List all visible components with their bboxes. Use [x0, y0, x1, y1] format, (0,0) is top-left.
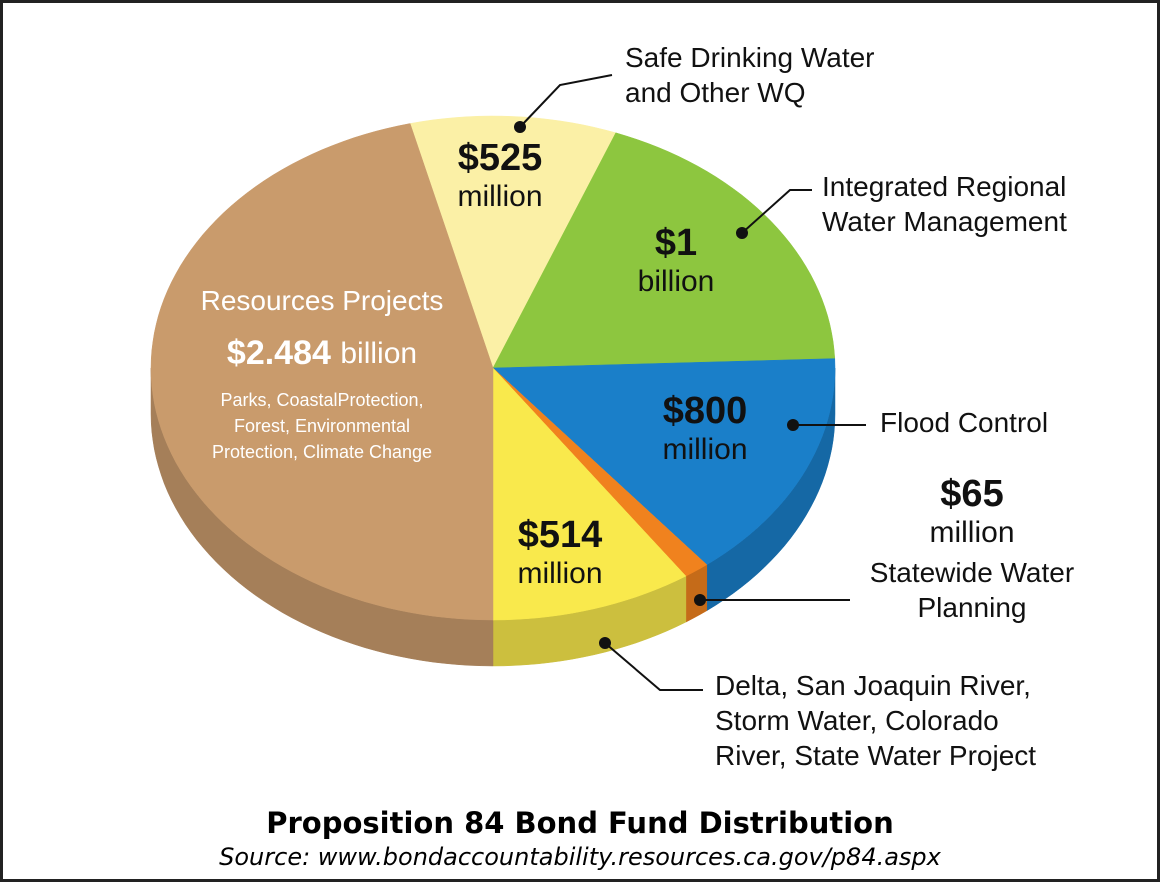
data-label: $800 million: [662, 390, 747, 466]
pie-slice: [409, 115, 617, 369]
labels: $525 million Safe Drinking Water and Other …: [201, 42, 1075, 771]
annotation: Parks, CoastalProtection, Forest, Environ…: [212, 390, 432, 462]
data-label: $525 million: [457, 137, 542, 213]
chart-subtitle: Source: www.bondaccountability.resources…: [219, 843, 942, 871]
category-label: Statewide Water Planning: [870, 557, 1074, 623]
leader-dot: [599, 637, 611, 649]
category-label: Flood Control: [880, 407, 1048, 438]
leader-dot: [736, 227, 748, 239]
pie-slice: [150, 123, 494, 621]
pie-slice: [492, 358, 836, 566]
leader-dot: [514, 121, 526, 133]
leader-dot: [694, 594, 706, 606]
data-label: $65 million: [929, 473, 1014, 549]
data-label: $1 billion: [638, 222, 715, 298]
chart-title: Proposition 84 Bond Fund Distribution: [266, 806, 893, 840]
category-label: Resources Projects: [201, 285, 444, 316]
pie-slice: [492, 367, 687, 621]
category-label: Integrated Regional Water Management: [822, 171, 1067, 237]
leader-line: [741, 189, 812, 234]
category-label: Delta, San Joaquin River, Storm Water, Co…: [715, 670, 1036, 771]
data-label: $514 million: [517, 514, 602, 590]
leader-dot: [787, 419, 799, 431]
pie: [150, 115, 836, 667]
data-label: $2.484 billion: [227, 334, 417, 372]
category-label: Safe Drinking Water and Other WQ: [625, 42, 875, 108]
leader-line: [519, 74, 613, 128]
leader-line: [604, 642, 703, 691]
pie-slice: [492, 132, 836, 369]
